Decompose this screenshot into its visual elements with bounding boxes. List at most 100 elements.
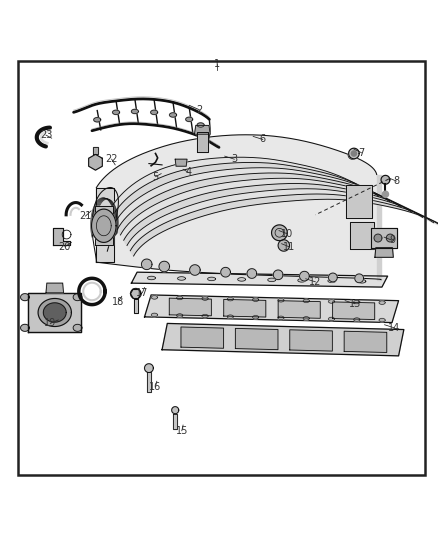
Polygon shape	[328, 279, 336, 282]
Polygon shape	[349, 148, 359, 159]
Polygon shape	[134, 299, 138, 313]
Text: 18: 18	[112, 296, 124, 306]
Polygon shape	[350, 222, 374, 249]
Polygon shape	[358, 279, 366, 283]
Polygon shape	[303, 317, 309, 320]
Text: 5: 5	[152, 172, 159, 182]
Polygon shape	[131, 272, 388, 287]
Polygon shape	[38, 298, 71, 327]
Polygon shape	[131, 194, 438, 256]
Polygon shape	[278, 298, 284, 302]
Polygon shape	[145, 364, 153, 373]
Polygon shape	[202, 297, 208, 300]
Polygon shape	[53, 228, 70, 246]
Polygon shape	[379, 301, 385, 304]
Polygon shape	[151, 110, 158, 115]
Text: 14: 14	[388, 323, 400, 333]
Polygon shape	[21, 294, 29, 301]
Polygon shape	[177, 314, 183, 317]
Polygon shape	[221, 268, 230, 277]
Text: 11: 11	[283, 242, 295, 252]
Polygon shape	[374, 234, 382, 242]
Polygon shape	[202, 314, 208, 318]
Text: 12: 12	[309, 277, 321, 287]
Polygon shape	[73, 294, 82, 301]
Polygon shape	[300, 271, 309, 281]
Polygon shape	[170, 113, 177, 117]
Polygon shape	[120, 178, 423, 240]
Polygon shape	[159, 261, 170, 272]
Polygon shape	[124, 183, 434, 246]
Polygon shape	[172, 407, 179, 414]
Polygon shape	[354, 318, 360, 321]
Text: 9: 9	[389, 235, 395, 245]
Polygon shape	[92, 209, 116, 243]
Polygon shape	[253, 316, 259, 319]
Polygon shape	[127, 189, 438, 251]
Text: 20: 20	[59, 242, 71, 252]
Text: 23: 23	[40, 130, 52, 140]
Polygon shape	[43, 303, 66, 322]
Polygon shape	[175, 159, 187, 166]
Polygon shape	[268, 278, 276, 281]
Text: 4: 4	[185, 167, 191, 177]
Polygon shape	[114, 168, 401, 230]
Polygon shape	[169, 298, 212, 316]
Text: 6: 6	[260, 134, 266, 144]
Polygon shape	[96, 135, 381, 280]
Text: 2: 2	[196, 104, 202, 115]
Text: 10: 10	[281, 229, 293, 239]
Polygon shape	[351, 151, 357, 156]
Polygon shape	[278, 240, 290, 251]
Text: 19: 19	[44, 318, 57, 328]
Polygon shape	[181, 327, 223, 348]
Polygon shape	[375, 248, 393, 257]
Polygon shape	[273, 270, 283, 280]
Polygon shape	[227, 297, 233, 301]
Polygon shape	[190, 265, 200, 275]
Text: 22: 22	[106, 154, 118, 164]
Polygon shape	[117, 173, 412, 235]
Polygon shape	[355, 274, 364, 282]
Polygon shape	[141, 259, 152, 270]
Text: 8: 8	[393, 176, 399, 186]
Polygon shape	[152, 313, 158, 317]
Text: 3: 3	[231, 154, 237, 164]
Polygon shape	[186, 117, 193, 122]
Text: 1: 1	[214, 59, 220, 69]
Polygon shape	[386, 234, 394, 242]
Polygon shape	[235, 328, 278, 350]
Polygon shape	[93, 147, 98, 155]
Polygon shape	[173, 414, 177, 429]
Polygon shape	[95, 206, 113, 246]
Polygon shape	[94, 118, 101, 122]
Polygon shape	[344, 331, 387, 352]
Polygon shape	[278, 301, 320, 318]
Polygon shape	[148, 276, 155, 280]
Polygon shape	[131, 288, 141, 299]
Polygon shape	[348, 150, 357, 159]
Text: 16: 16	[149, 382, 162, 392]
Polygon shape	[113, 110, 120, 115]
Polygon shape	[332, 302, 374, 320]
Polygon shape	[253, 298, 259, 302]
Polygon shape	[73, 324, 82, 332]
Polygon shape	[379, 318, 385, 322]
Polygon shape	[145, 295, 399, 322]
Polygon shape	[162, 324, 404, 356]
Text: 15: 15	[176, 426, 188, 436]
Polygon shape	[177, 277, 185, 280]
Polygon shape	[88, 155, 102, 170]
Polygon shape	[328, 273, 337, 282]
Text: 7: 7	[358, 148, 364, 158]
Text: 13: 13	[349, 298, 361, 309]
Polygon shape	[177, 296, 183, 300]
Polygon shape	[194, 125, 210, 134]
Polygon shape	[298, 279, 306, 282]
Polygon shape	[303, 299, 309, 303]
Polygon shape	[131, 109, 138, 114]
Polygon shape	[290, 330, 332, 351]
Polygon shape	[28, 293, 81, 332]
Polygon shape	[147, 373, 151, 392]
Polygon shape	[224, 300, 266, 317]
